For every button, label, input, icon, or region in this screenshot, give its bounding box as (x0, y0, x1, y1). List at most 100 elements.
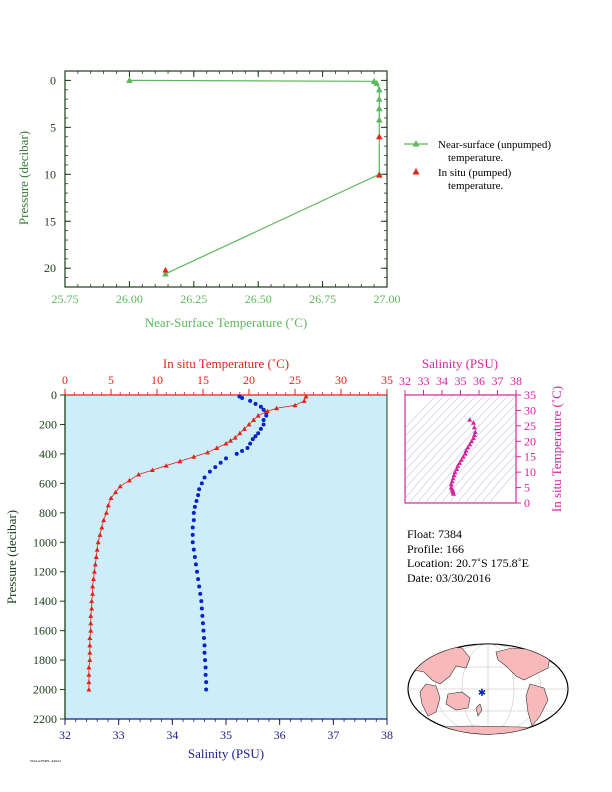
salinity-point (202, 643, 207, 648)
legend-label-in-situ: In situ (pumped) (438, 167, 512, 179)
profile-ticks: 0 5 10 15 20 25 30 35 32 33 34 35 36 37 38 0 200 400 600 80… (33, 373, 393, 742)
density-contour (405, 395, 470, 463)
temp-tick-label: 35 (381, 373, 393, 387)
top-x-tick-label: 26.50 (245, 292, 272, 306)
density-contour (432, 411, 516, 503)
pressure-tick-label: 2200 (33, 712, 57, 726)
ts-y-axis-label: In situ Temperature (˚C) (549, 386, 564, 512)
temperature-point (86, 686, 92, 692)
ts-point (465, 444, 471, 450)
ts-temp-tick-label: 5 (524, 481, 530, 495)
profile-chart: 0 5 10 15 20 25 30 35 32 33 34 35 36 37 38 0 200 400 600 80… (4, 356, 393, 761)
density-contour (405, 395, 478, 472)
density-contour (416, 395, 516, 503)
top-x-tick-label: 26.75 (309, 292, 336, 306)
salinity-tick-label: 37 (327, 728, 339, 742)
temperature-point (177, 458, 183, 464)
salinity-point (196, 577, 201, 582)
ts-temp-tick-label: 35 (524, 388, 536, 402)
density-contour (405, 395, 462, 454)
temperature-point (86, 679, 92, 685)
legend-label-near-surface: Near-surface (unpumped) (438, 139, 551, 151)
salinity-point (253, 434, 258, 439)
salinity-point (191, 510, 196, 515)
ts-point (467, 441, 473, 447)
density-contour (405, 395, 446, 437)
salinity-tick-label: 38 (381, 728, 393, 742)
temperature-point (246, 421, 252, 427)
ts-point (471, 432, 477, 438)
salinity-point (256, 431, 261, 436)
map-south-america (525, 683, 549, 727)
in-situ-point (376, 172, 383, 178)
salinity-point (200, 621, 205, 626)
temperature-point (90, 591, 96, 596)
salinity-tick-label: 34 (166, 728, 178, 742)
ts-series (448, 417, 478, 496)
density-contour (405, 395, 494, 490)
temperature-point (113, 489, 119, 495)
salinity-point (261, 407, 266, 412)
temperature-point (86, 672, 92, 677)
ts-point (470, 420, 476, 425)
salinity-point (240, 448, 245, 453)
density-contour (448, 428, 516, 503)
temperature-point (205, 449, 211, 455)
ts-x-axis-label: Salinity (PSU) (422, 356, 498, 371)
near-surface-point (162, 270, 169, 277)
ts-point (457, 460, 463, 465)
near-surface-point (375, 95, 383, 102)
temperature-point (108, 495, 114, 501)
salinity-point (202, 475, 207, 480)
top-y-tick-label: 10 (44, 167, 56, 181)
top-x-tick-label: 25.75 (52, 292, 79, 306)
pressure-tick-label: 1000 (33, 535, 57, 549)
salinity-point (218, 460, 223, 465)
temperature-point (91, 576, 96, 582)
top-x-tick-label: 26.00 (116, 292, 143, 306)
temperature-point (191, 454, 197, 459)
temperature-point (301, 398, 307, 403)
temperature-point (117, 483, 123, 489)
legend-marker-near-surface (412, 140, 420, 147)
salinity-point (240, 395, 245, 400)
salinity-point (201, 628, 206, 633)
temperature-point (89, 598, 95, 604)
ts-point (463, 447, 469, 453)
salinity-point (199, 606, 204, 611)
temperature-point (86, 664, 92, 670)
density-contour (440, 420, 516, 503)
salinity-point (201, 636, 206, 640)
ts-sal-tick-label: 37 (492, 374, 504, 388)
temperature-point (214, 445, 220, 450)
temperature-point (87, 635, 93, 640)
salinity-point (196, 493, 201, 498)
temperature-point (99, 524, 105, 530)
ts-point (450, 475, 456, 481)
near-surface-point (126, 76, 133, 84)
density-contour (405, 395, 438, 429)
pressure-axis-label: Pressure (decibar) (4, 510, 19, 604)
density-contour (405, 395, 486, 481)
ts-point (472, 429, 478, 434)
temp-tick-label: 20 (243, 373, 255, 387)
temperature-point (95, 539, 101, 545)
ts-point (462, 451, 468, 456)
near-surface-point (375, 86, 383, 93)
pressure-tick-label: 1600 (33, 624, 57, 638)
ts-sal-tick-label: 36 (473, 374, 485, 388)
legend-label-in-situ-2: temperature. (448, 180, 504, 192)
temperature-point (91, 569, 97, 574)
top-y-tick-label: 0 (50, 73, 56, 87)
ts-sal-tick-label: 34 (436, 374, 448, 388)
salinity-point (198, 591, 203, 596)
map-new-zealand (475, 703, 483, 717)
top-y-tick-label: 15 (44, 214, 56, 228)
salinity-point (248, 398, 253, 403)
temperature-point (92, 561, 98, 567)
map-land (408, 644, 568, 734)
ts-temp-tick-label: 20 (524, 434, 536, 448)
pressure-tick-label: 2000 (33, 683, 57, 697)
